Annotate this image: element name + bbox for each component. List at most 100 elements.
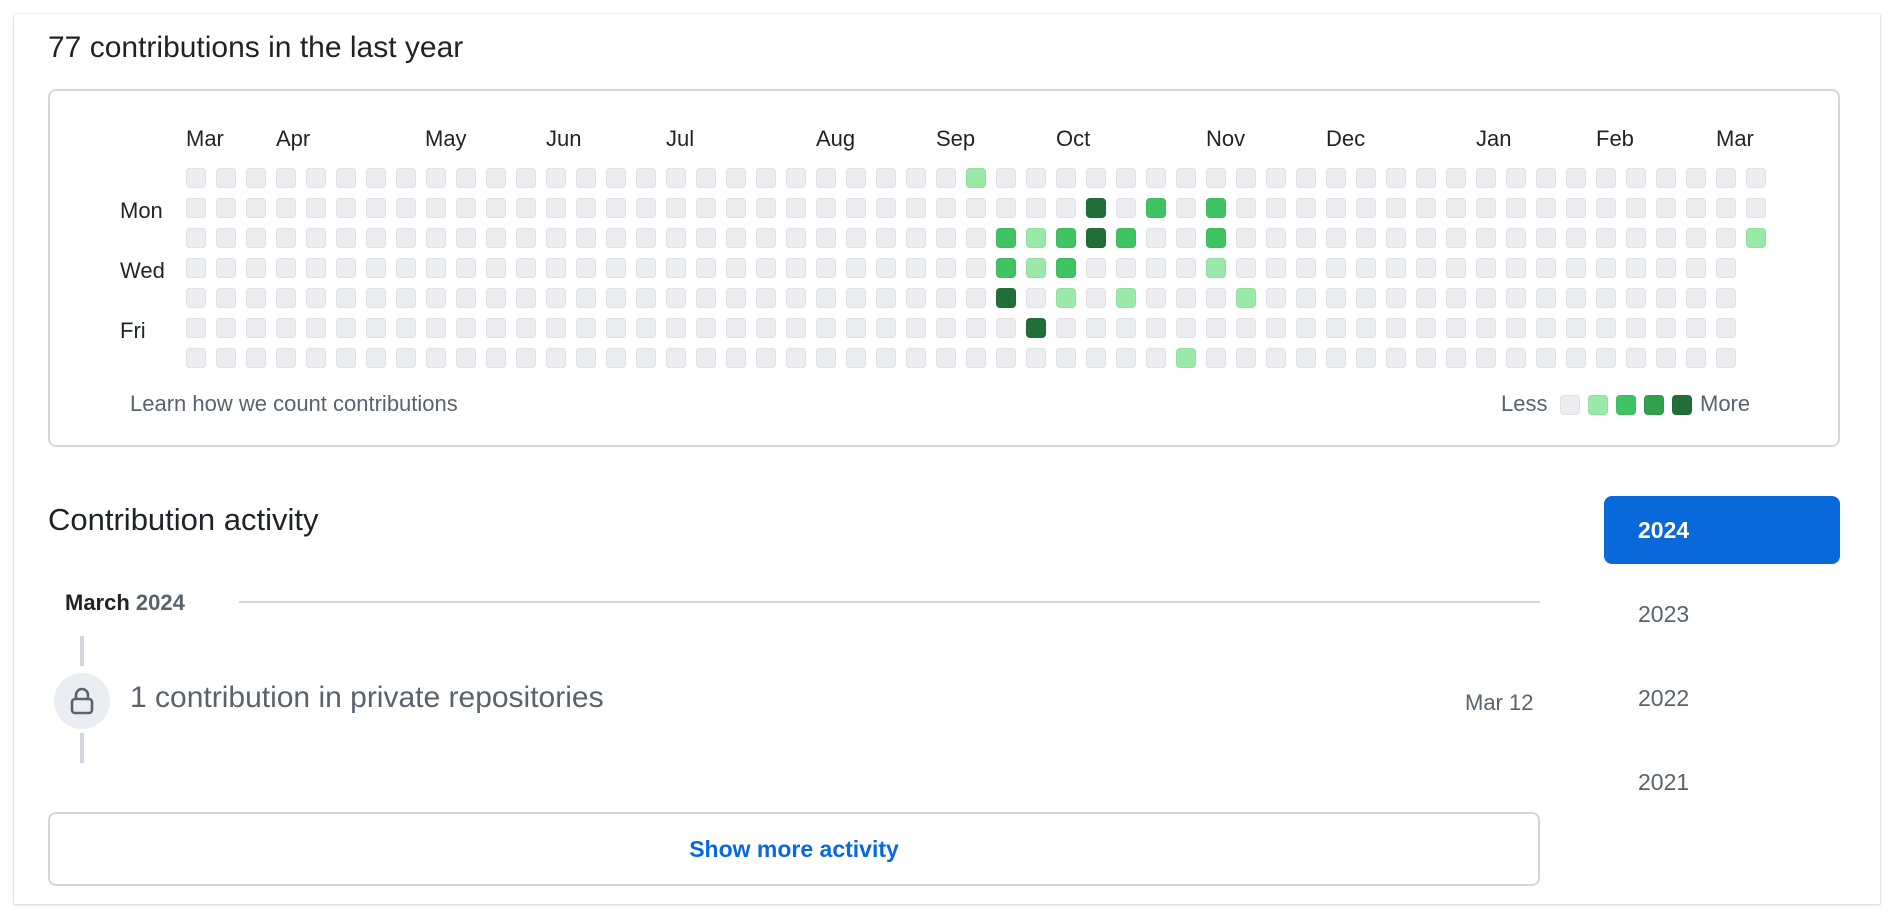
contribution-cell[interactable] [426,168,446,188]
contribution-cell[interactable] [1716,168,1736,188]
contribution-cell[interactable] [1266,288,1286,308]
contribution-cell[interactable] [1356,318,1376,338]
contribution-cell[interactable] [786,288,806,308]
contribution-cell[interactable] [576,168,596,188]
contribution-cell[interactable] [966,258,986,278]
contribution-cell[interactable] [666,258,686,278]
contribution-cell[interactable] [636,288,656,308]
contribution-cell[interactable] [306,348,326,368]
contribution-cell[interactable] [576,198,596,218]
contribution-cell[interactable] [456,198,476,218]
contribution-cell[interactable] [906,288,926,308]
show-more-activity-button[interactable]: Show more activity [48,812,1540,886]
contribution-cell[interactable] [1506,198,1526,218]
contribution-cell[interactable] [876,288,896,308]
contribution-cell[interactable] [1506,288,1526,308]
contribution-cell[interactable] [876,198,896,218]
contribution-cell[interactable] [1716,198,1736,218]
contribution-cell[interactable] [996,168,1016,188]
contribution-cell[interactable] [1506,258,1526,278]
contribution-cell[interactable] [876,228,896,248]
contribution-cell[interactable] [246,228,266,248]
contribution-cell[interactable] [216,318,236,338]
contribution-cell[interactable] [366,198,386,218]
contribution-cell[interactable] [756,198,776,218]
contribution-cell[interactable] [1506,168,1526,188]
contribution-cell[interactable] [456,168,476,188]
contribution-cell[interactable] [696,318,716,338]
contribution-cell[interactable] [336,348,356,368]
contribution-cell[interactable] [1026,228,1046,248]
contribution-cell[interactable] [516,288,536,308]
contribution-cell[interactable] [276,168,296,188]
contribution-cell[interactable] [1296,198,1316,218]
contribution-cell[interactable] [546,198,566,218]
contribution-cell[interactable] [1656,168,1676,188]
contribution-cell[interactable] [396,228,416,248]
contribution-cell[interactable] [906,198,926,218]
contribution-cell[interactable] [576,228,596,248]
contribution-cell[interactable] [1146,348,1166,368]
contribution-cell[interactable] [516,348,536,368]
contribution-cell[interactable] [966,228,986,248]
contribution-cell[interactable] [1116,258,1136,278]
contribution-cell[interactable] [1686,228,1706,248]
contribution-cell[interactable] [1626,228,1646,248]
contribution-cell[interactable] [726,228,746,248]
contribution-cell[interactable] [426,198,446,218]
contribution-cell[interactable] [426,228,446,248]
contribution-cell[interactable] [1746,168,1766,188]
contribution-cell[interactable] [1566,318,1586,338]
contribution-cell[interactable] [786,318,806,338]
contribution-cell[interactable] [1746,198,1766,218]
contribution-cell[interactable] [336,228,356,248]
contribution-cell[interactable] [816,168,836,188]
contribution-cell[interactable] [1536,348,1556,368]
contribution-cell[interactable] [1176,288,1196,308]
contribution-cell[interactable] [1056,348,1076,368]
contribution-cell[interactable] [276,318,296,338]
contribution-cell[interactable] [1536,228,1556,248]
contribution-cell[interactable] [936,228,956,248]
contribution-cell[interactable] [456,288,476,308]
contribution-cell[interactable] [1656,348,1676,368]
contribution-cell[interactable] [276,348,296,368]
contribution-cell[interactable] [1266,198,1286,218]
contribution-cell[interactable] [1146,258,1166,278]
contribution-cell[interactable] [606,198,626,218]
contribution-cell[interactable] [486,168,506,188]
contribution-cell[interactable] [186,168,206,188]
contribution-cell[interactable] [636,348,656,368]
contribution-cell[interactable] [1206,198,1226,218]
contribution-cell[interactable] [756,168,776,188]
contribution-cell[interactable] [546,168,566,188]
contribution-cell[interactable] [1116,318,1136,338]
contribution-cell[interactable] [246,198,266,218]
contribution-cell[interactable] [1026,318,1046,338]
contribution-cell[interactable] [1626,318,1646,338]
contribution-cell[interactable] [726,348,746,368]
year-button-2023[interactable]: 2023 [1638,600,1690,627]
contribution-cell[interactable] [486,258,506,278]
contribution-cell[interactable] [1086,258,1106,278]
contribution-cell[interactable] [1416,348,1436,368]
contribution-cell[interactable] [216,288,236,308]
contribution-cell[interactable] [366,348,386,368]
contribution-cell[interactable] [906,318,926,338]
contribution-cell[interactable] [1146,198,1166,218]
contribution-cell[interactable] [966,318,986,338]
contribution-cell[interactable] [1446,348,1466,368]
contribution-cell[interactable] [1416,198,1436,218]
contribution-cell[interactable] [186,258,206,278]
contribution-cell[interactable] [726,198,746,218]
contribution-cell[interactable] [306,288,326,308]
contribution-cell[interactable] [816,228,836,248]
contribution-cell[interactable] [1596,258,1616,278]
contribution-cell[interactable] [1206,228,1226,248]
contribution-cell[interactable] [216,168,236,188]
contribution-cell[interactable] [1086,318,1106,338]
contribution-cell[interactable] [366,258,386,278]
contribution-cell[interactable] [966,168,986,188]
contribution-cell[interactable] [1146,228,1166,248]
contribution-cell[interactable] [1506,228,1526,248]
